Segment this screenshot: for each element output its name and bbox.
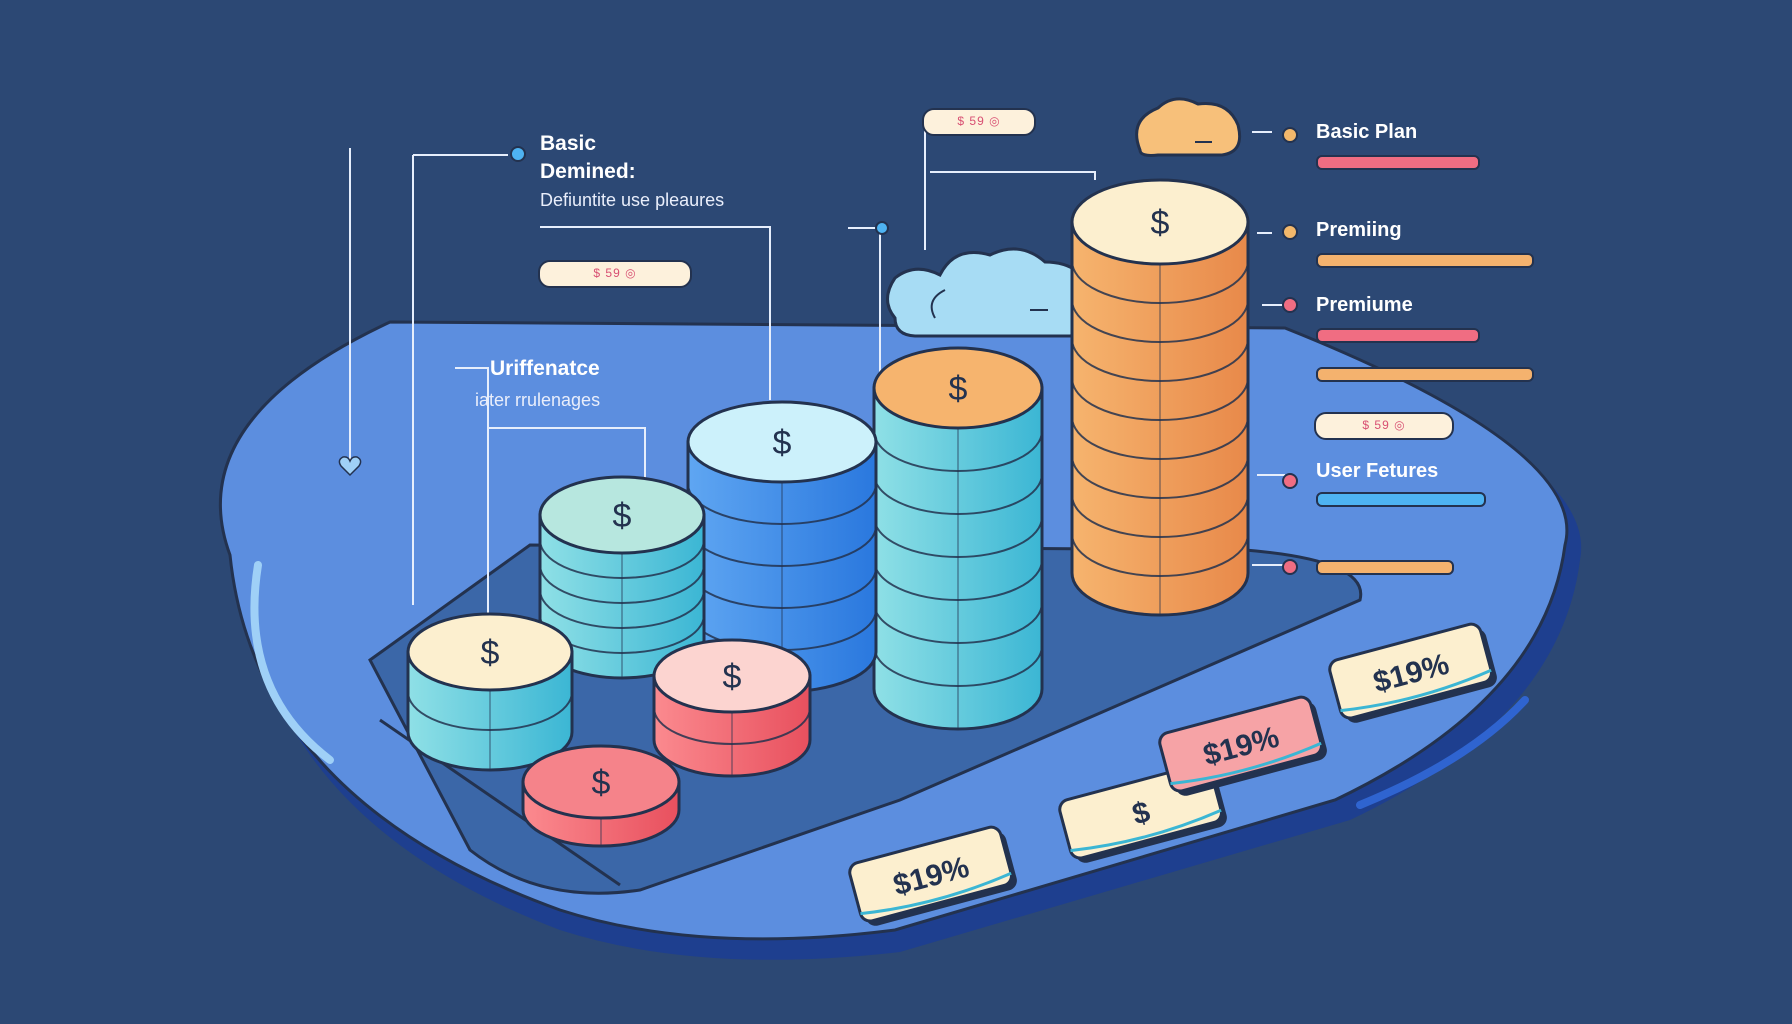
price-tag: $19%	[1158, 695, 1327, 796]
leader-lines	[349, 117, 1285, 615]
dot	[510, 146, 526, 162]
dollar-icon: $	[481, 634, 500, 672]
differentiate-title: Uriffenatce	[490, 357, 600, 380]
coin-stack-mint: $	[538, 475, 706, 680]
legend-dot	[1282, 297, 1298, 313]
legend-label: Basic Plan	[1316, 121, 1418, 143]
cloud-icon	[886, 247, 1098, 338]
dot	[875, 221, 889, 235]
basic-description: Defiuntite use pleaures	[540, 190, 725, 210]
legend-bar	[1316, 367, 1534, 382]
heart-icon	[338, 456, 362, 477]
legend-bar	[1316, 492, 1486, 507]
legend-bar	[1316, 560, 1454, 575]
legend-bar	[1316, 328, 1480, 343]
legend-bar	[1316, 253, 1534, 268]
coin-single-red: $	[521, 744, 681, 848]
dollar-icon: $	[592, 764, 611, 802]
legend-dot	[1282, 559, 1298, 575]
price-pill: $ 59 ◎	[538, 260, 692, 288]
coin-stack-tall: $	[1070, 178, 1250, 617]
dollar-icon: $	[613, 497, 632, 535]
dollar-icon: $	[1151, 204, 1170, 242]
basic-title: Basic	[540, 132, 597, 155]
cloud-icon	[1135, 97, 1242, 157]
coin-stack-small: $	[406, 612, 574, 772]
coin-stack-teal: $	[872, 346, 1044, 731]
price-tag: $19%	[848, 825, 1017, 926]
coin-stack-red: $	[652, 638, 812, 778]
dollar-icon: $	[949, 370, 968, 408]
dollar-icon: $	[723, 658, 742, 696]
legend-label: Premiing	[1316, 219, 1402, 241]
differentiate-description: iater rrulenages	[475, 390, 601, 410]
price-tags: $19%$$19%$19%	[848, 622, 1497, 926]
legend-dot	[1282, 224, 1298, 240]
legend-dot	[1282, 127, 1298, 143]
legend-label: User Fetures	[1316, 460, 1439, 482]
dollar-icon: $	[773, 424, 792, 462]
price-tag: $19%	[1328, 622, 1497, 723]
price-pill: $ 59 ◎	[922, 108, 1036, 136]
legend-bar	[1316, 155, 1480, 170]
price-pill: $ 59 ◎	[1314, 412, 1454, 440]
legend-dot	[1282, 473, 1298, 489]
legend-label: Premiume	[1316, 294, 1413, 316]
basic-subtitle: Demined:	[540, 160, 636, 183]
coin-stacks: $ $ $ $ $ $ $	[406, 178, 1250, 848]
